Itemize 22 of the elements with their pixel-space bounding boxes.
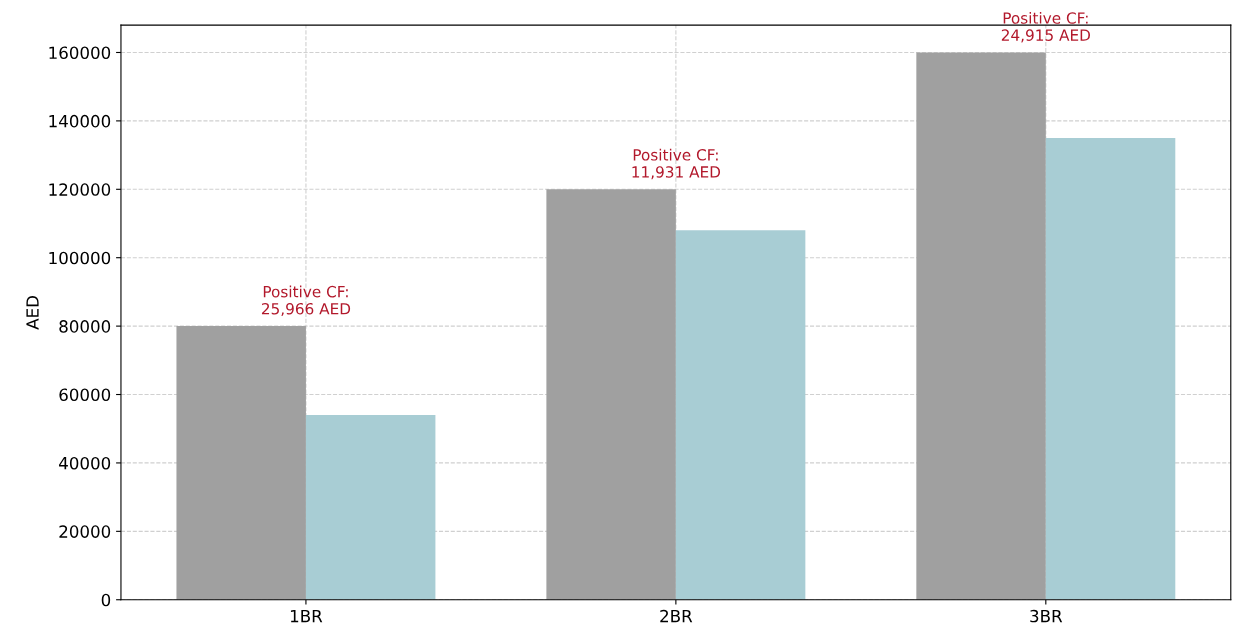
y-tick-label: 160000 — [49, 46, 111, 60]
bar — [1045, 137, 1176, 600]
y-tick-label: 40000 — [59, 456, 111, 470]
annotation: Positive CF: 11,931 AED — [632, 148, 721, 180]
bar — [916, 52, 1046, 600]
y-tick-label: 60000 — [59, 388, 111, 402]
annotation: Positive CF: 25,966 AED — [261, 285, 351, 317]
bar — [675, 230, 806, 600]
bar — [176, 326, 306, 600]
y-tick-label: 80000 — [59, 320, 111, 333]
y-tick-label: 20000 — [59, 525, 111, 538]
y-tick-label: 120000 — [49, 183, 111, 196]
y-axis-title: AED — [26, 296, 39, 330]
x-tick-label: 2BR — [660, 609, 693, 623]
x-tick-label: 1BR — [290, 609, 323, 623]
bar — [305, 415, 436, 600]
bar — [546, 189, 676, 600]
x-tick-label: 3BR — [1030, 609, 1063, 623]
annotation: Positive CF: 24,915 AED — [1001, 11, 1091, 43]
y-tick-label: 100000 — [49, 251, 111, 265]
y-tick-label: 0 — [101, 593, 111, 607]
y-tick-label: 140000 — [49, 114, 111, 128]
